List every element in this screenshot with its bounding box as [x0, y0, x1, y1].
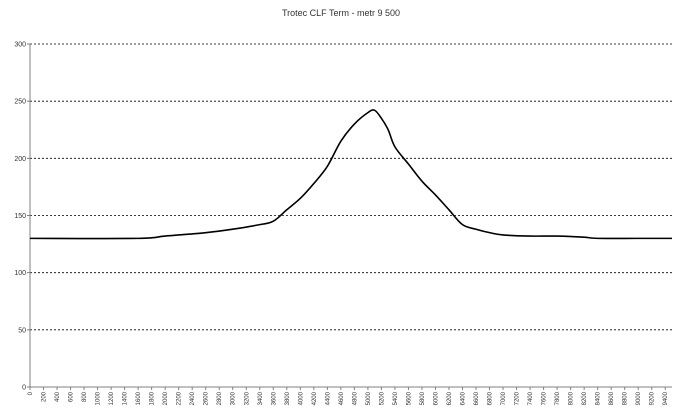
- x-tick-label: 5600: [406, 391, 412, 405]
- y-tick-label: 50: [18, 327, 26, 334]
- x-tick-label: 7000: [501, 391, 507, 405]
- x-tick-label: 200: [42, 391, 48, 402]
- x-tick-label: 2400: [190, 391, 196, 405]
- x-tick-label: 6000: [433, 391, 439, 405]
- x-tick-label: 9000: [636, 391, 642, 405]
- x-tick-label: 2000: [163, 391, 169, 405]
- y-tick-label: 150: [14, 213, 26, 220]
- x-tick-label: 7200: [515, 391, 521, 405]
- x-tick-label: 2800: [217, 391, 223, 405]
- x-tick-label: 5000: [366, 391, 372, 405]
- x-tick-label: 7600: [542, 391, 548, 405]
- x-tick-label: 6400: [461, 391, 467, 405]
- x-tick-label: 9400: [663, 391, 669, 405]
- x-tick-label: 3000: [231, 391, 237, 405]
- y-tick-label: 0: [22, 385, 26, 392]
- y-tick-label: 200: [14, 156, 26, 163]
- x-tick-label: 800: [82, 391, 88, 402]
- x-tick-label: 3400: [258, 391, 264, 405]
- series-layer: [29, 109, 672, 240]
- x-tick-label: 1400: [123, 391, 129, 405]
- x-tick-label: 2200: [177, 391, 183, 405]
- x-tick-label: 8600: [609, 391, 615, 405]
- x-tick-label: 1000: [96, 391, 102, 405]
- y-tick-label: 100: [14, 270, 26, 277]
- series-line: [29, 109, 672, 240]
- x-tick-label: 1200: [109, 391, 115, 405]
- y-axis-ticks: 0 50 100 150 200 250 300: [14, 42, 30, 392]
- x-tick-label: 1800: [150, 391, 156, 405]
- x-tick-label: 400: [55, 391, 61, 402]
- x-tick-label: 4800: [352, 391, 358, 405]
- x-tick-label: 5800: [420, 391, 426, 405]
- x-tick-label: 7400: [528, 391, 534, 405]
- x-axis-ticks: 0 200 400 600 800 1000 1200 1400 1600 1800 2000 220…: [28, 387, 669, 405]
- x-tick-label: 7800: [555, 391, 561, 405]
- x-tick-label: 6800: [488, 391, 494, 405]
- x-tick-label: 5200: [379, 391, 385, 405]
- y-tick-label: 300: [14, 42, 26, 49]
- x-tick-label: 5400: [393, 391, 399, 405]
- chart-title: Trotec CLF Term - metr 9 500: [282, 8, 400, 18]
- x-tick-label: 6600: [474, 391, 480, 405]
- x-tick-label: 0: [28, 391, 34, 395]
- x-tick-label: 4200: [312, 391, 318, 405]
- x-tick-label: 4000: [298, 391, 304, 405]
- x-tick-label: 1600: [136, 391, 142, 405]
- x-tick-label: 8200: [582, 391, 588, 405]
- x-tick-label: 600: [69, 391, 75, 402]
- x-tick-label: 3200: [244, 391, 250, 405]
- x-tick-label: 8000: [569, 391, 575, 405]
- x-tick-label: 2600: [204, 391, 210, 405]
- x-tick-label: 3800: [285, 391, 291, 405]
- gridlines: [30, 43, 672, 331]
- y-tick-label: 250: [14, 99, 26, 106]
- x-tick-label: 6200: [447, 391, 453, 405]
- x-tick-label: 4600: [339, 391, 345, 405]
- x-tick-label: 3600: [271, 391, 277, 405]
- x-tick-label: 4400: [325, 391, 331, 405]
- x-tick-label: 8400: [596, 391, 602, 405]
- x-tick-label: 9200: [650, 391, 656, 405]
- x-tick-label: 8800: [623, 391, 629, 405]
